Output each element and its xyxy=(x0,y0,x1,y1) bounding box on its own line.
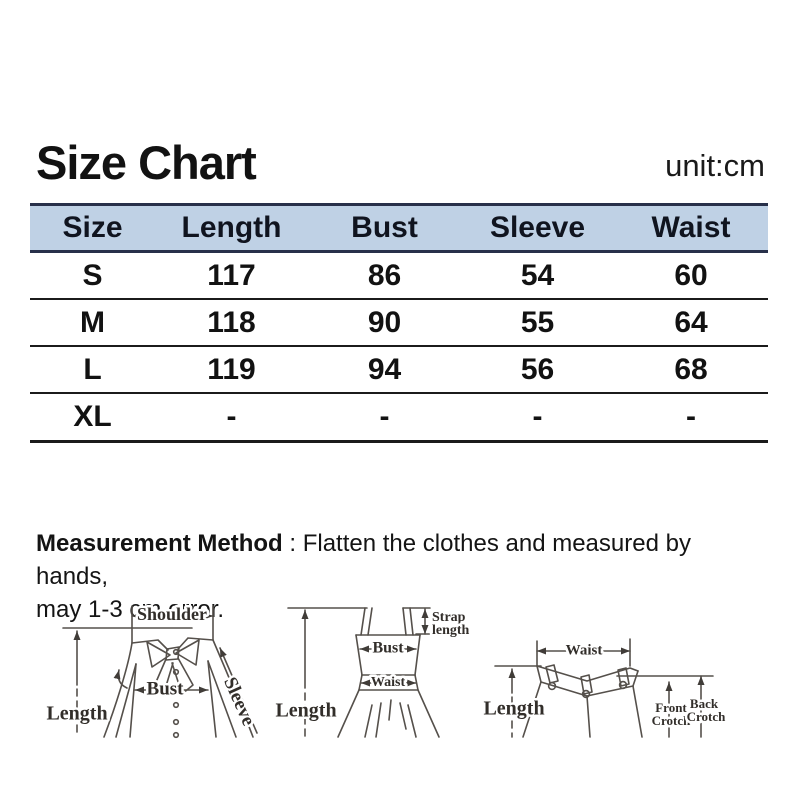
bust-value: 94 xyxy=(367,352,402,386)
sleeve-value: 56 xyxy=(520,352,555,386)
bust-value: 86 xyxy=(367,258,402,292)
blouse-outline xyxy=(103,637,254,738)
blouse-diagram: Shoulder Bust Length Sleeve xyxy=(44,602,261,739)
measurement-diagrams: Shoulder Bust Length Sleeve xyxy=(44,602,729,739)
sleeve-value: - xyxy=(532,400,543,433)
shorts-length-label: Length xyxy=(483,698,544,720)
back-crotch-label-line1: Back xyxy=(690,696,719,711)
size-value: M xyxy=(80,305,105,339)
waistband xyxy=(536,664,639,699)
size-value: XL xyxy=(73,400,112,433)
page-title: Size Chart xyxy=(36,136,257,189)
column-header-bust: Bust xyxy=(351,211,418,244)
size-value: L xyxy=(83,352,102,386)
dress-bust-label: Bust xyxy=(372,640,404,657)
back-crotch-label-line2: Crotch xyxy=(687,709,727,724)
blouse-length-label: Length xyxy=(46,703,107,725)
sleeve-value: 55 xyxy=(520,305,555,339)
strap-length-label-line2: length xyxy=(432,623,470,638)
shorts-diagram: Waist Length Front Crotch Back Crotch xyxy=(481,638,729,738)
column-header-waist: Waist xyxy=(651,211,731,244)
table-row-l: L 119 94 56 68 xyxy=(30,347,768,394)
size-table: Size Length Bust Sleeve Waist S 117 86 5… xyxy=(30,203,768,443)
bust-value: - xyxy=(379,400,390,433)
dress-straps xyxy=(360,607,414,636)
column-header-size: Size xyxy=(62,211,123,244)
sleeve-value: 54 xyxy=(520,258,555,292)
note-label: Measurement Method xyxy=(36,530,283,557)
length-value: 119 xyxy=(207,352,256,386)
note-separator: : xyxy=(282,530,303,557)
column-header-sleeve: Sleeve xyxy=(489,211,586,244)
table-row-xl: XL - - - - xyxy=(30,394,768,443)
strap-length-label-line1: Strap xyxy=(432,610,466,625)
unit-label: unit:cm xyxy=(665,148,765,183)
table-row-s: S 117 86 54 60 xyxy=(30,253,768,300)
blouse-sleeve-label: Sleeve xyxy=(219,674,259,729)
length-value: 118 xyxy=(207,305,256,339)
waist-value: 68 xyxy=(674,352,708,386)
dress-waist-label: Waist xyxy=(371,675,406,690)
bust-value: 90 xyxy=(367,305,402,339)
front-crotch-label-line1: Front xyxy=(655,700,687,715)
waist-value: 64 xyxy=(674,305,708,339)
size-value: S xyxy=(82,258,103,292)
waist-value: - xyxy=(686,400,696,433)
table-row-m: M 118 90 55 64 xyxy=(30,300,768,347)
length-value: 117 xyxy=(207,258,256,292)
note-text-line1: Flatten the clothes and measured by hand… xyxy=(36,530,691,590)
dress-diagram: Bust Waist Length Strap length xyxy=(273,607,472,738)
shorts-legs xyxy=(522,681,643,738)
measurement-note: Measurement Method : Flatten the clothes… xyxy=(36,527,760,626)
blouse-bust-label: Bust xyxy=(147,678,185,699)
front-crotch-label-line2: Crotch xyxy=(652,713,692,728)
size-table-header-row: Size Length Bust Sleeve Waist xyxy=(30,203,768,253)
blouse-shoulder-label: Shoulder xyxy=(137,604,207,624)
waist-value: 60 xyxy=(674,258,708,292)
length-value: - xyxy=(226,400,237,433)
dress-length-label: Length xyxy=(275,700,336,722)
skirt-pleats xyxy=(364,699,417,738)
shorts-waist-label: Waist xyxy=(566,642,603,658)
column-header-length: Length xyxy=(181,211,282,244)
